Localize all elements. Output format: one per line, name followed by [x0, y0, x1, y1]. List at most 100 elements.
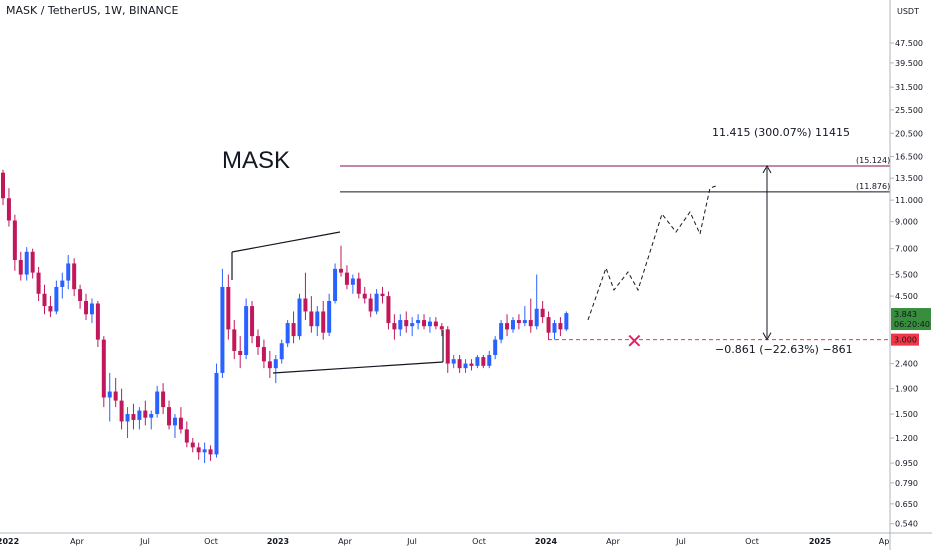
candle-body	[48, 306, 53, 312]
drawings-layer: (15.124) (11.876) 11.415 (300.07%) 11415 −0…	[222, 126, 890, 374]
candle-body	[101, 339, 106, 398]
y-tick-label: 11.000	[895, 196, 923, 205]
y-tick-label: 1.200	[895, 434, 918, 443]
candle-body	[95, 303, 100, 340]
candle-body	[398, 320, 403, 330]
candle-body	[445, 329, 450, 364]
current-price-badge	[891, 308, 931, 331]
measure-down-label: −0.861 (−22.63%) −861	[715, 343, 853, 356]
x-tick-label: Oct	[204, 537, 218, 546]
candle-body	[143, 410, 148, 418]
candle-body	[439, 326, 444, 330]
candle-body	[149, 414, 154, 418]
x-tick-label: Apr	[338, 537, 353, 546]
y-tick-label: 5.500	[895, 271, 918, 280]
stop-price-badge	[891, 333, 919, 346]
x-tick-label: Apr	[70, 537, 85, 546]
candle-body	[190, 442, 195, 448]
candle-body	[522, 320, 527, 324]
candle-body	[107, 391, 112, 398]
x-tick-label: Jul	[406, 537, 417, 546]
y-tick-label: 2.400	[895, 360, 918, 369]
candle-body	[172, 417, 177, 426]
candle-body	[374, 293, 379, 312]
x-tick-label: Apr	[606, 537, 621, 546]
candle-body	[36, 272, 41, 294]
candle-body	[12, 220, 17, 260]
candle-body	[244, 306, 249, 355]
mask-annotation: MASK	[222, 147, 290, 174]
candle-body	[273, 359, 278, 369]
y-tick-label: 13.500	[895, 174, 923, 183]
measure-up-label: 11.415 (300.07%) 11415	[712, 126, 850, 139]
candle-body	[433, 321, 438, 327]
candle-body	[119, 400, 124, 422]
candle-body	[220, 286, 225, 373]
candle-body	[356, 278, 361, 294]
y-tick-label: 0.650	[895, 500, 918, 509]
current-price-value: 3.843	[894, 310, 917, 319]
candle-body	[546, 317, 551, 333]
symbol-title: MASK / TetherUS, 1W, BINANCE	[6, 4, 179, 17]
candle-body	[297, 298, 302, 337]
candle-body	[344, 272, 349, 285]
candle-body	[89, 303, 94, 315]
wedge-upper-line	[231, 231, 341, 253]
y-tick-label: 47.500	[895, 39, 923, 48]
candle-body	[125, 414, 130, 422]
y-tick-label: 0.540	[895, 520, 918, 529]
projection-path	[587, 185, 717, 321]
candle-body	[386, 296, 391, 324]
candle-body	[558, 323, 563, 330]
wedge-lower-line	[272, 361, 444, 374]
candle-body	[463, 363, 468, 369]
candle-body	[208, 449, 213, 455]
candle-body	[457, 359, 462, 369]
candle-body	[267, 361, 272, 369]
x-tick-label: 2022	[0, 537, 19, 546]
candle-body	[404, 320, 409, 327]
currency-badge: USDT	[897, 7, 919, 16]
candle-body	[481, 357, 486, 366]
x-tick-label: Jul	[139, 537, 150, 546]
y-tick-label: 31.500	[895, 83, 923, 92]
candle-body	[516, 320, 521, 324]
candle-body	[368, 298, 373, 312]
target-label-upper: (15.124)	[856, 156, 890, 165]
candle-body	[540, 308, 545, 318]
measure-arrow-down	[762, 332, 772, 341]
candle-body	[469, 363, 474, 366]
candle-body	[42, 293, 47, 307]
candle-body	[24, 251, 29, 275]
x-tick-label: Ap	[879, 537, 890, 546]
candle-body	[451, 359, 456, 364]
candle-body	[18, 259, 23, 275]
candle-body	[392, 323, 397, 330]
candle-body	[564, 313, 569, 330]
candle-body	[534, 308, 539, 327]
candle-body	[315, 311, 320, 327]
candle-body	[60, 280, 65, 287]
candle-body	[137, 410, 142, 420]
y-tick-label: 0.790	[895, 479, 918, 488]
y-tick-label: 20.500	[895, 129, 923, 138]
candle-body	[72, 263, 77, 290]
candle-body	[196, 447, 201, 453]
candle-body	[6, 198, 11, 221]
price-axis: USDT 47.500 39.500 31.500 25.500 20.500 16.500…	[889, 0, 931, 550]
candle-body	[279, 343, 284, 360]
candle-body	[178, 417, 183, 430]
candle-body	[131, 414, 136, 420]
candle-body	[1, 172, 5, 199]
candle-body	[30, 251, 35, 273]
candle-body	[184, 429, 189, 443]
candle-body	[416, 320, 421, 324]
stop-price-label: 3.000	[894, 336, 917, 345]
candle-body	[427, 321, 432, 327]
candle-body	[362, 293, 367, 299]
y-tick-label: 25.500	[895, 106, 923, 115]
candle-body	[78, 289, 83, 301]
y-tick-label: 39.500	[895, 59, 923, 68]
